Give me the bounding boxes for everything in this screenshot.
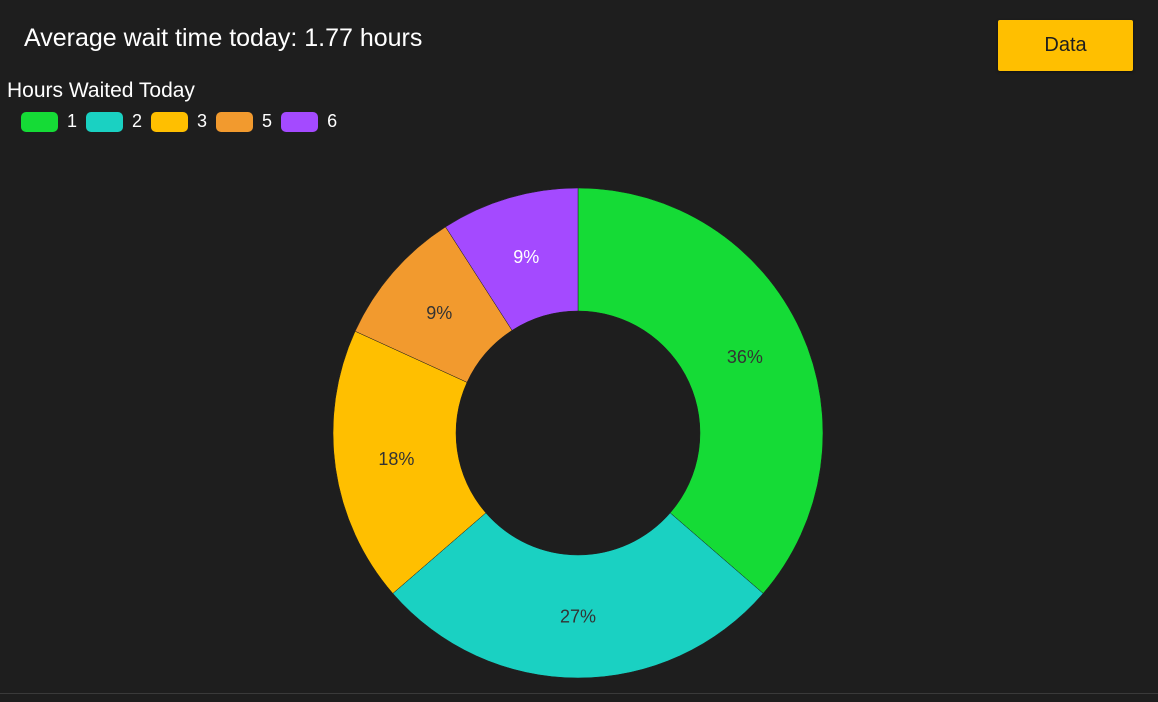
legend-swatch-6 (281, 111, 319, 132)
legend-swatch-3 (151, 111, 189, 132)
legend-item-1[interactable]: 1 (21, 111, 77, 132)
slice-3[interactable] (332, 330, 487, 594)
average-wait-headline: Average wait time today: 1.77 hours (24, 24, 423, 52)
bottom-divider (0, 693, 1158, 694)
slice-label-6: 9% (513, 247, 539, 267)
legend-item-5[interactable]: 5 (216, 111, 272, 132)
legend-item-3[interactable]: 3 (151, 111, 207, 132)
slice-6[interactable] (445, 187, 579, 331)
data-button[interactable]: Data (998, 20, 1133, 71)
legend-swatch-2 (86, 111, 124, 132)
slice-label-1: 36% (727, 347, 763, 367)
legend-label-3: 3 (197, 111, 208, 131)
legend-label-2: 2 (132, 111, 143, 131)
legend-swatch-5 (216, 111, 254, 132)
legend-title: Hours Waited Today (7, 79, 195, 102)
legend-label-1: 1 (67, 111, 78, 131)
slice-label-2: 27% (560, 607, 596, 627)
legend-item-6[interactable]: 6 (281, 111, 337, 132)
slice-label-5: 9% (426, 303, 452, 323)
legend-item-2[interactable]: 2 (86, 111, 142, 132)
chart-legend: 1 2 3 5 6 (21, 111, 346, 132)
slice-1[interactable] (577, 187, 824, 594)
legend-label-6: 6 (327, 111, 338, 131)
slice-2[interactable] (392, 512, 764, 679)
legend-label-5: 5 (262, 111, 273, 131)
slice-label-3: 18% (378, 449, 414, 469)
legend-swatch-1 (21, 111, 58, 132)
